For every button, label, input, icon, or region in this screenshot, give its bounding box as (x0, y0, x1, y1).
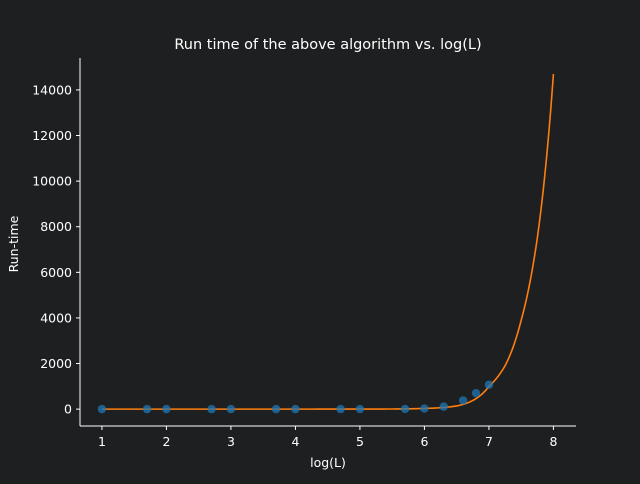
y-tick-label: 6000 (40, 265, 72, 280)
scatter-point (336, 404, 345, 414)
scatter-point (400, 404, 410, 414)
x-axis-label: log(L) (310, 455, 346, 470)
y-tick-label: 12000 (32, 128, 72, 143)
scatter-point (355, 404, 365, 414)
scatter-point (97, 404, 107, 414)
scatter-point (420, 404, 429, 413)
x-axis: 1 2 3 4 5 6 7 8 (80, 425, 576, 449)
x-tick-label: 6 (420, 434, 428, 449)
x-tick-label: 7 (485, 434, 493, 449)
scatter-point (471, 388, 481, 398)
x-tick-label: 3 (227, 434, 235, 449)
scatter-point (439, 402, 448, 411)
y-tick-label: 4000 (40, 310, 72, 325)
scatter-point (484, 380, 494, 389)
y-tick-label: 0 (64, 402, 72, 417)
scatter-point (291, 404, 300, 414)
scatter-point (271, 404, 281, 414)
x-tick-label: 2 (162, 434, 170, 449)
y-tick-label: 10000 (32, 174, 72, 189)
chart-title: Run time of the above algorithm vs. log(… (174, 37, 481, 53)
x-tick-label: 4 (291, 434, 299, 449)
y-tick-label: 8000 (40, 219, 72, 234)
x-tick-label: 1 (98, 434, 106, 449)
y-tick-label: 14000 (32, 82, 72, 97)
scatter-series (97, 380, 494, 414)
scatter-point (226, 404, 236, 414)
scatter-point (162, 404, 171, 414)
y-axis: 0 2000 4000 6000 8000 10000 12000 14000 (32, 58, 81, 426)
x-tick-label: 8 (549, 434, 557, 449)
scatter-point (207, 404, 216, 414)
scatter-point (142, 404, 152, 414)
scatter-point (458, 396, 468, 405)
x-tick-label: 5 (356, 434, 364, 449)
y-axis-label: Run-time (6, 215, 21, 272)
y-tick-label: 2000 (40, 356, 72, 371)
